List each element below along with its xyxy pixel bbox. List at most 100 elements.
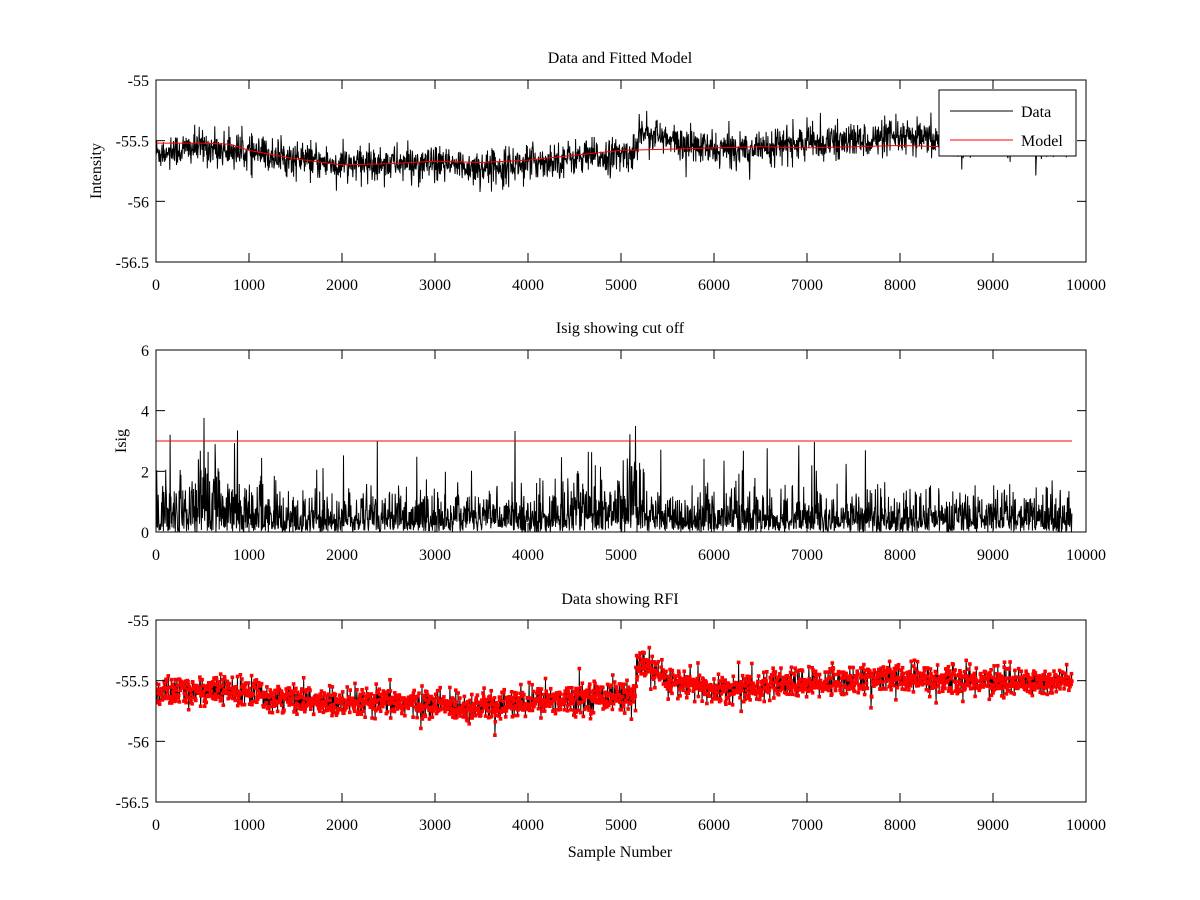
- rfi-marker: [288, 698, 293, 703]
- rfi-marker: [771, 666, 775, 671]
- rfi-marker: [291, 682, 296, 686]
- rfi-marker: [953, 680, 958, 685]
- rfi-marker: [953, 668, 957, 672]
- rfi-marker: [707, 694, 712, 699]
- rfi-marker: [420, 684, 424, 688]
- x-tick-label: 3000: [419, 547, 451, 564]
- rfi-marker: [828, 684, 833, 689]
- rfi-marker: [656, 659, 661, 664]
- rfi-marker: [294, 686, 298, 691]
- rfi-marker: [633, 694, 637, 699]
- rfi-marker: [968, 662, 972, 666]
- rfi-marker: [321, 694, 325, 699]
- rfi-marker: [972, 682, 976, 687]
- rfi-marker: [246, 681, 251, 685]
- rfi-marker: [259, 681, 264, 686]
- x-tick-label: 5000: [605, 817, 637, 834]
- rfi-marker: [178, 688, 182, 693]
- rfi-marker: [767, 687, 772, 692]
- rfi-marker: [347, 710, 352, 715]
- rfi-marker: [1012, 692, 1017, 696]
- y-tick-label: -56.5: [116, 255, 149, 272]
- rfi-marker: [844, 671, 848, 676]
- x-tick-label: 3000: [419, 817, 451, 834]
- rfi-marker: [987, 681, 991, 686]
- rfi-marker: [174, 688, 178, 693]
- rfi-marker: [417, 691, 421, 696]
- rfi-marker: [756, 679, 760, 684]
- rfi-marker: [1021, 680, 1026, 685]
- panel-data-and-fitted-model: Data and Fitted Model Intensity 0 1000 200…: [88, 50, 1106, 294]
- rfi-marker: [176, 693, 181, 698]
- rfi-marker: [322, 691, 326, 695]
- rfi-marker: [465, 718, 469, 723]
- rfi-marker: [358, 692, 363, 697]
- rfi-marker: [994, 671, 999, 676]
- rfi-marker: [760, 682, 764, 687]
- rfi-marker: [664, 669, 668, 674]
- rfi-marker: [168, 685, 173, 689]
- rfi-marker: [359, 705, 364, 709]
- rfi-marker: [620, 686, 625, 690]
- rfi-marker: [220, 683, 225, 687]
- rfi-marker: [652, 675, 657, 680]
- rfi-marker: [856, 672, 860, 677]
- rfi-marker: [997, 686, 1001, 691]
- rfi-marker: [823, 670, 828, 674]
- rfi-marker: [995, 663, 1000, 668]
- rfi-marker: [353, 681, 357, 686]
- rfi-marker: [789, 688, 794, 693]
- rfi-marker: [326, 692, 331, 697]
- rfi-marker: [455, 700, 459, 705]
- rfi-marker: [249, 673, 254, 678]
- rfi-marker: [764, 669, 769, 674]
- rfi-marker: [361, 691, 366, 696]
- rfi-marker: [911, 664, 916, 668]
- rfi-marker: [541, 705, 545, 710]
- rfi-marker: [306, 701, 311, 706]
- x-tick-label: 9000: [977, 817, 1009, 834]
- rfi-marker: [832, 672, 837, 677]
- rfi-marker: [430, 715, 435, 719]
- x-tick-label: 10000: [1066, 547, 1106, 564]
- rfi-marker: [256, 688, 261, 693]
- rfi-marker: [173, 699, 178, 703]
- rfi-marker: [896, 666, 900, 671]
- rfi-marker: [385, 710, 390, 714]
- rfi-marker: [299, 687, 304, 691]
- x-tick-label: 10000: [1066, 817, 1106, 834]
- rfi-marker: [610, 673, 615, 677]
- rfi-marker: [587, 708, 591, 712]
- rfi-marker: [726, 682, 731, 686]
- rfi-marker: [493, 719, 498, 724]
- rfi-marker: [324, 702, 328, 707]
- rfi-marker: [940, 689, 945, 694]
- rfi-marker: [966, 667, 971, 672]
- rfi-marker: [301, 701, 306, 705]
- rfi-marker: [569, 692, 574, 697]
- rfi-marker: [523, 714, 528, 719]
- rfi-marker: [415, 715, 419, 720]
- rfi-marker: [793, 666, 797, 671]
- rfi-marker: [807, 664, 811, 669]
- rfi-marker: [426, 699, 431, 704]
- rfi-marker: [762, 699, 767, 704]
- rfi-marker: [1041, 672, 1045, 677]
- y-tick-label: -56.5: [116, 795, 149, 812]
- rfi-marker: [1069, 682, 1073, 687]
- rfi-marker: [753, 684, 758, 688]
- rfi-marker: [960, 675, 965, 680]
- rfi-marker: [850, 678, 854, 683]
- rfi-marker: [726, 697, 730, 701]
- rfi-marker: [974, 666, 979, 670]
- y-tick-label: 2: [141, 464, 149, 481]
- rfi-marker: [777, 672, 782, 676]
- rfi-marker: [621, 704, 626, 709]
- y-tick-label: -56: [128, 734, 149, 751]
- rfi-marker: [544, 689, 549, 694]
- rfi-marker: [692, 699, 697, 704]
- rfi-marker: [640, 659, 645, 663]
- rfi-marker: [227, 681, 232, 686]
- rfi-marker: [676, 696, 680, 701]
- rfi-marker: [839, 686, 843, 690]
